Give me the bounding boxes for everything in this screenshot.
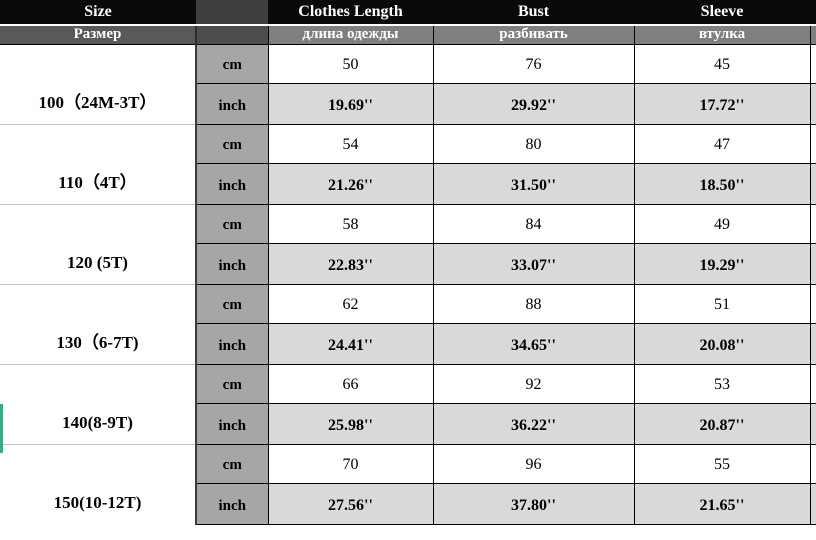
size-chart-table: Size Clothes Length Bust Sleeve Размер д… <box>0 0 816 525</box>
clothes-length-cm: 66 <box>267 363 434 404</box>
sleeve-cm: 47 <box>633 123 811 164</box>
row-edge-sliver <box>809 82 816 125</box>
bust-inch: 34.65'' <box>432 322 635 365</box>
table-row-cm: 110（4T） cm 54 80 47 <box>0 123 816 204</box>
header-sleeve-ru: втулка <box>633 25 811 45</box>
unit-inch-cell: inch <box>195 322 269 365</box>
unit-inch-cell: inch <box>195 482 269 525</box>
header-clothes-length-ru: длина одежды <box>267 25 434 45</box>
clothes-length-cm: 62 <box>267 283 434 324</box>
unit-inch-cell: inch <box>195 242 269 285</box>
sleeve-inch: 19.29'' <box>633 242 811 285</box>
sleeve-cm: 45 <box>633 43 811 84</box>
unit-cm-cell: cm <box>195 123 269 164</box>
clothes-length-cm: 54 <box>267 123 434 164</box>
unit-inch-cell: inch <box>195 82 269 125</box>
unit-inch-cell: inch <box>195 162 269 205</box>
header-bust-en: Bust <box>433 0 634 26</box>
clothes-length-inch: 19.69'' <box>267 82 434 125</box>
clothes-length-inch: 22.83'' <box>267 242 434 285</box>
clothes-length-cm: 70 <box>267 443 434 484</box>
table-row-cm: 100（24M-3T） cm 50 76 45 <box>0 43 816 124</box>
bust-cm: 80 <box>432 123 635 164</box>
table-row-inch: inch 27.56'' 37.80'' 21.65'' <box>0 482 816 525</box>
header-edge-sliver <box>810 0 816 26</box>
bust-inch: 31.50'' <box>432 162 635 205</box>
sleeve-inch: 17.72'' <box>633 82 811 125</box>
table-row-inch: inch 22.83'' 33.07'' 19.29'' <box>0 242 816 285</box>
header-edge-sliver-ru <box>809 25 816 45</box>
row-edge-sliver <box>809 43 816 84</box>
sleeve-cm: 49 <box>633 203 811 244</box>
clothes-length-cm: 58 <box>267 203 434 244</box>
row-edge-sliver <box>809 123 816 164</box>
table-row-inch: inch 19.69'' 29.92'' 17.72'' <box>0 82 816 125</box>
size-cell: 130（6-7T) <box>0 283 197 364</box>
clothes-length-inch: 25.98'' <box>267 402 434 445</box>
unit-cm-cell: cm <box>195 43 269 84</box>
unit-cm-cell: cm <box>195 203 269 244</box>
sleeve-cm: 53 <box>633 363 811 404</box>
row-edge-sliver <box>809 363 816 404</box>
green-accent-bar <box>0 404 3 453</box>
bust-inch: 33.07'' <box>432 242 635 285</box>
clothes-length-inch: 24.41'' <box>267 322 434 365</box>
size-cell: 150(10-12T) <box>0 443 197 524</box>
header-size-en: Size <box>0 0 196 26</box>
sleeve-inch: 21.65'' <box>633 482 811 525</box>
table-row-cm: 150(10-12T) cm 70 96 55 <box>0 443 816 524</box>
bust-cm: 76 <box>432 43 635 84</box>
table-row-inch: inch 21.26'' 31.50'' 18.50'' <box>0 162 816 205</box>
sleeve-cm: 51 <box>633 283 811 324</box>
bust-cm: 96 <box>432 443 635 484</box>
table-row-cm: 130（6-7T) cm 62 88 51 <box>0 283 816 364</box>
bust-inch: 37.80'' <box>432 482 635 525</box>
bust-inch: 29.92'' <box>432 82 635 125</box>
row-edge-sliver <box>809 322 816 365</box>
size-cell: 100（24M-3T） <box>0 43 197 124</box>
unit-cm-cell: cm <box>195 443 269 484</box>
header-unit-blank <box>196 0 268 26</box>
row-edge-sliver <box>809 402 816 445</box>
table-row-inch: inch 24.41'' 34.65'' 20.08'' <box>0 322 816 365</box>
table-row-cm: 120 (5T) cm 58 84 49 <box>0 203 816 284</box>
bust-cm: 92 <box>432 363 635 404</box>
header-size-ru: Размер <box>0 25 197 45</box>
sleeve-inch: 18.50'' <box>633 162 811 205</box>
sleeve-inch: 20.87'' <box>633 402 811 445</box>
unit-cm-cell: cm <box>195 283 269 324</box>
header-row-ru: Размер длина одежды разбивать втулка <box>0 25 816 45</box>
sleeve-inch: 20.08'' <box>633 322 811 365</box>
row-edge-sliver <box>809 203 816 244</box>
row-edge-sliver <box>809 283 816 324</box>
sleeve-cm: 55 <box>633 443 811 484</box>
header-clothes-length-en: Clothes Length <box>268 0 433 26</box>
header-bust-ru: разбивать <box>432 25 635 45</box>
clothes-length-cm: 50 <box>267 43 434 84</box>
unit-cm-cell: cm <box>195 363 269 404</box>
table-row-cm: 140(8-9T) cm 66 92 53 <box>0 363 816 444</box>
header-sleeve-en: Sleeve <box>634 0 810 26</box>
unit-inch-cell: inch <box>195 402 269 445</box>
bust-cm: 88 <box>432 283 635 324</box>
row-edge-sliver <box>809 162 816 205</box>
bust-inch: 36.22'' <box>432 402 635 445</box>
header-unit-blank-ru <box>195 25 269 45</box>
clothes-length-inch: 27.56'' <box>267 482 434 525</box>
size-cell: 110（4T） <box>0 123 197 204</box>
size-cell: 140(8-9T) <box>0 363 197 444</box>
row-edge-sliver <box>809 482 816 525</box>
table-row-inch: inch 25.98'' 36.22'' 20.87'' <box>0 402 816 445</box>
header-row-en: Size Clothes Length Bust Sleeve <box>0 0 816 26</box>
bust-cm: 84 <box>432 203 635 244</box>
size-cell: 120 (5T) <box>0 203 197 284</box>
row-edge-sliver <box>809 443 816 484</box>
row-edge-sliver <box>809 242 816 285</box>
clothes-length-inch: 21.26'' <box>267 162 434 205</box>
